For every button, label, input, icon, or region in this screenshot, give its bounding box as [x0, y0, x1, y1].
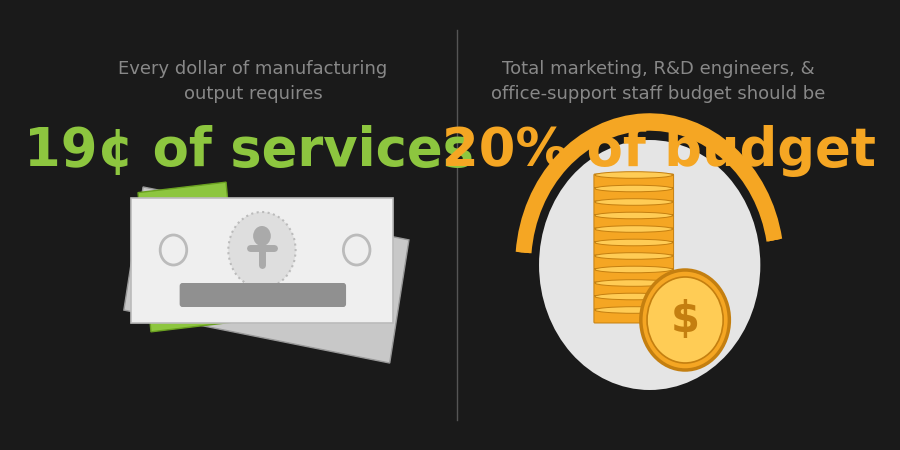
- Ellipse shape: [595, 199, 672, 205]
- FancyBboxPatch shape: [594, 296, 673, 310]
- FancyBboxPatch shape: [594, 215, 673, 229]
- Ellipse shape: [595, 212, 672, 219]
- Polygon shape: [131, 198, 392, 323]
- FancyBboxPatch shape: [594, 309, 673, 323]
- FancyBboxPatch shape: [594, 282, 673, 296]
- Ellipse shape: [595, 185, 672, 192]
- Ellipse shape: [595, 307, 672, 313]
- Ellipse shape: [595, 253, 672, 259]
- FancyBboxPatch shape: [594, 228, 673, 242]
- Polygon shape: [124, 187, 409, 363]
- Circle shape: [539, 140, 760, 390]
- FancyBboxPatch shape: [594, 201, 673, 215]
- Ellipse shape: [595, 266, 672, 273]
- Text: Every dollar of manufacturing
output requires: Every dollar of manufacturing output req…: [119, 60, 388, 103]
- Circle shape: [229, 212, 295, 288]
- Ellipse shape: [595, 239, 672, 246]
- Ellipse shape: [595, 172, 672, 178]
- Circle shape: [647, 277, 724, 363]
- Text: $: $: [670, 299, 699, 341]
- Ellipse shape: [595, 293, 672, 300]
- FancyBboxPatch shape: [594, 269, 673, 283]
- FancyBboxPatch shape: [594, 255, 673, 269]
- Circle shape: [253, 226, 271, 246]
- FancyBboxPatch shape: [594, 188, 673, 202]
- Ellipse shape: [595, 226, 672, 232]
- Polygon shape: [138, 182, 239, 332]
- FancyBboxPatch shape: [180, 283, 346, 307]
- Text: 19¢ of services: 19¢ of services: [23, 125, 473, 177]
- Ellipse shape: [595, 280, 672, 286]
- Circle shape: [641, 270, 729, 370]
- FancyBboxPatch shape: [594, 174, 673, 188]
- Text: 20% of budget: 20% of budget: [442, 125, 876, 177]
- FancyBboxPatch shape: [594, 242, 673, 256]
- Text: Total marketing, R&D engineers, &
office-support staff budget should be: Total marketing, R&D engineers, & office…: [491, 60, 825, 103]
